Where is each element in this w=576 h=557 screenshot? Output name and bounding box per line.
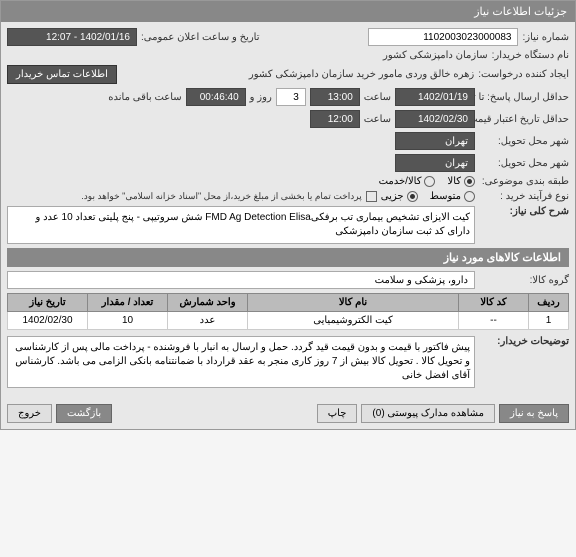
validity-time: 12:00: [310, 110, 360, 128]
need-number-label: شماره نیاز:: [522, 32, 569, 43]
goods-radio[interactable]: [464, 176, 475, 187]
days-value: 3: [276, 88, 306, 106]
table-row[interactable]: 1 -- کیت الکتروشیمیایی عدد 10 1402/02/30: [8, 312, 569, 330]
footer-left: بازگشت خروج: [7, 404, 112, 423]
deadline-time-label: ساعت: [364, 92, 391, 103]
category-radio-group: کالا کالا/خدمت: [379, 176, 475, 187]
service-radio-label: کالا/خدمت: [379, 176, 422, 187]
attachments-button[interactable]: مشاهده مدارک پیوستی (0): [361, 404, 495, 423]
td-name: کیت الکتروشیمیایی: [248, 312, 459, 330]
purchase-label: نوع فرآیند خرید :: [479, 191, 569, 202]
content-area: شماره نیاز: 1102003023000083 تاریخ و ساع…: [1, 22, 575, 398]
deadline-time: 13:00: [310, 88, 360, 106]
exit-button[interactable]: خروج: [7, 404, 52, 423]
validity-date: 1402/02/30: [395, 110, 475, 128]
footer-right: پاسخ به نیاز مشاهده مدارک پیوستی (0) چاپ: [317, 404, 569, 423]
desc-label: شرح کلی نیاز:: [479, 206, 569, 217]
buyer-notes-label: توضیحات خریدار:: [479, 336, 569, 347]
section-goods-header: اطلاعات کالاهای مورد نیاز: [7, 248, 569, 267]
medium-radio[interactable]: [464, 191, 475, 202]
category-label: طبقه بندی موضوعی:: [479, 176, 569, 187]
service-radio-item[interactable]: کالا/خدمت: [379, 176, 436, 187]
city-deliver: تهران: [395, 154, 475, 172]
creator-value: زهره خالق وردی مامور خرید سازمان دامپزشک…: [121, 69, 474, 80]
goods-table: ردیف کد کالا نام کالا واحد شمارش تعداد /…: [7, 293, 569, 330]
small-radio[interactable]: [407, 191, 418, 202]
td-unit: عدد: [168, 312, 248, 330]
service-radio[interactable]: [424, 176, 435, 187]
buyer-value: سازمان دامپزشکی کشور: [383, 50, 488, 61]
desc-textarea: کیت الایزای تشخیص بیماری تب برفکیFMD Ag …: [7, 206, 475, 244]
announce-label: تاریخ و ساعت اعلان عمومی:: [141, 32, 260, 43]
td-qty: 10: [88, 312, 168, 330]
td-row: 1: [529, 312, 569, 330]
payment-checkbox[interactable]: [366, 191, 377, 202]
main-window: جزئیات اطلاعات نیاز شماره نیاز: 11020030…: [0, 0, 576, 430]
window-titlebar: جزئیات اطلاعات نیاز: [1, 1, 575, 22]
remaining-label: ساعت باقی مانده: [108, 92, 181, 103]
creator-label: ایجاد کننده درخواست:: [478, 69, 569, 80]
back-button[interactable]: بازگشت: [56, 404, 112, 423]
city-need-label: شهر محل تحویل:: [479, 136, 569, 147]
validity-label: حداقل تاریخ اعتبار قیمت تا تاریخ:: [479, 114, 569, 125]
goods-radio-item[interactable]: کالا: [447, 176, 475, 187]
small-radio-label: جزیی: [381, 191, 404, 202]
small-radio-item[interactable]: جزیی: [381, 191, 418, 202]
table-header-row: ردیف کد کالا نام کالا واحد شمارش تعداد /…: [8, 294, 569, 312]
goods-radio-label: کالا: [447, 176, 461, 187]
medium-radio-label: متوسط: [430, 191, 461, 202]
payment-note: پرداخت تمام یا بخشی از مبلغ خرید،از محل …: [81, 191, 361, 202]
medium-radio-item[interactable]: متوسط: [430, 191, 475, 202]
print-button[interactable]: چاپ: [317, 404, 358, 423]
th-qty: تعداد / مقدار: [88, 294, 168, 312]
deadline-label: حداقل ارسال پاسخ: تا تاریخ:: [479, 92, 569, 103]
th-date: تاریخ نیاز: [8, 294, 88, 312]
respond-button[interactable]: پاسخ به نیاز: [499, 404, 569, 423]
need-number-field: 1102003023000083: [368, 28, 518, 46]
deadline-date: 1402/01/19: [395, 88, 475, 106]
city-need: تهران: [395, 132, 475, 150]
th-name: نام کالا: [248, 294, 459, 312]
announce-field: 1402/01/16 - 12:07: [7, 28, 137, 46]
td-date: 1402/02/30: [8, 312, 88, 330]
group-field: دارو، پزشکی و سلامت: [7, 271, 475, 289]
buyer-notes-textarea: پیش فاکتور با قیمت و بدون قیمت قید گردد.…: [7, 336, 475, 388]
th-code: کد کالا: [459, 294, 529, 312]
group-label: گروه کالا:: [479, 275, 569, 286]
buyer-label: نام دستگاه خریدار:: [492, 50, 569, 61]
city-deliver-label: شهر محل تحویل:: [479, 158, 569, 169]
remaining-value: 00:46:40: [186, 88, 246, 106]
th-unit: واحد شمارش: [168, 294, 248, 312]
contact-button[interactable]: اطلاعات تماس خریدار: [7, 65, 117, 84]
footer: پاسخ به نیاز مشاهده مدارک پیوستی (0) چاپ…: [1, 398, 575, 429]
th-row: ردیف: [529, 294, 569, 312]
days-label: روز و: [250, 92, 272, 103]
validity-time-label: ساعت: [364, 114, 391, 125]
td-code: --: [459, 312, 529, 330]
purchase-radio-group: متوسط جزیی: [381, 191, 475, 202]
